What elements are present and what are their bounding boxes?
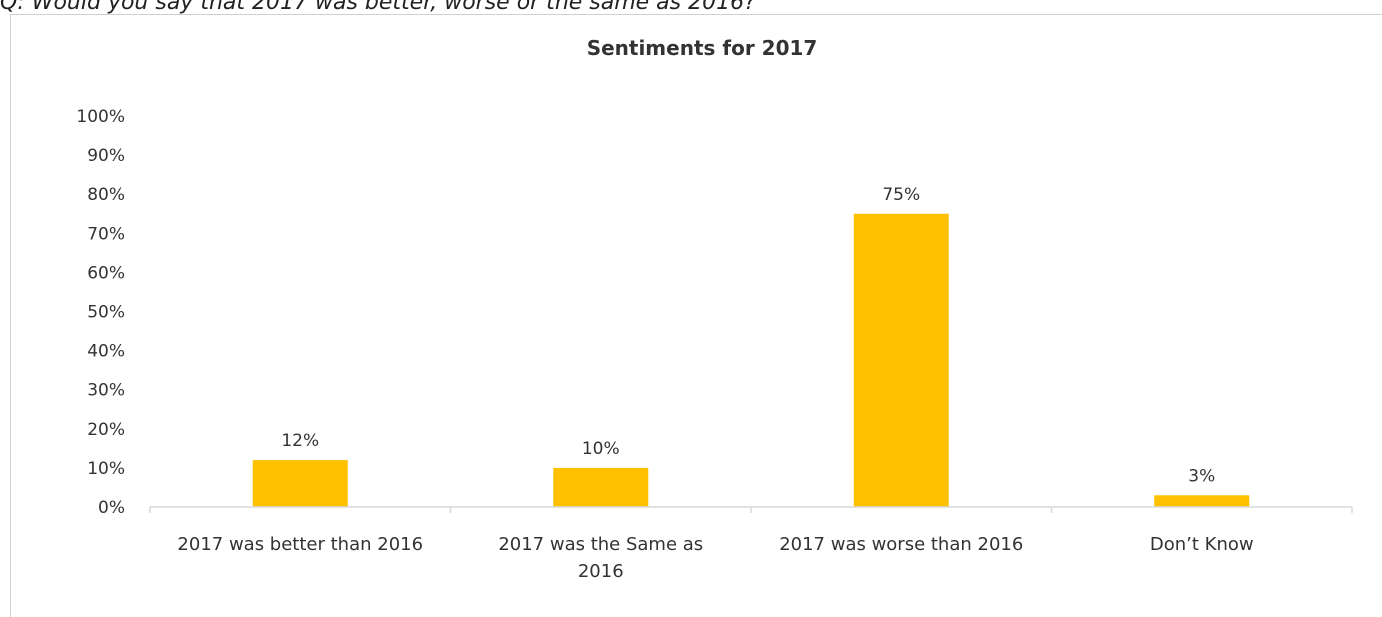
y-tick-label: 20% [87,420,125,440]
x-category-label: 2017 was better than 2016 [177,534,423,555]
bar [252,460,348,507]
x-axis: 2017 was better than 2016 2017 was the Sa… [149,506,1353,582]
data-label: 75% [882,185,920,205]
y-tick-label: 0% [98,498,125,518]
y-tick-label: 70% [87,224,125,244]
y-tick-label: 90% [87,146,125,166]
x-category-label: Don’t Know [1150,534,1254,555]
chart-title: Sentiments for 2017 [587,36,818,60]
y-tick-label: 40% [87,342,125,362]
y-tick-label: 100% [76,107,125,127]
bar [1154,495,1250,507]
y-tick-label: 10% [87,459,125,479]
bar [853,213,949,507]
data-label: 12% [281,431,319,451]
y-tick-label: 30% [87,381,125,401]
y-tick-label: 80% [87,185,125,205]
x-category-label: 2017 was worse than 2016 [779,534,1023,555]
bars [252,213,1250,507]
y-tick-label: 60% [87,263,125,283]
data-label: 10% [582,439,620,459]
data-labels: 12% 10% 75% 3% [281,185,1215,487]
survey-question: Q: Would you say that 2017 was better, w… [0,0,756,15]
y-axis: 0% 10% 20% 30% 40% 50% 60% 70% 80% 90% 100% [76,107,125,518]
bar [553,467,649,507]
y-tick-label: 50% [87,303,125,323]
data-label: 3% [1188,466,1215,486]
chart-frame [10,14,1382,617]
x-category-label: 2017 was the Same as 2016 [498,534,703,582]
